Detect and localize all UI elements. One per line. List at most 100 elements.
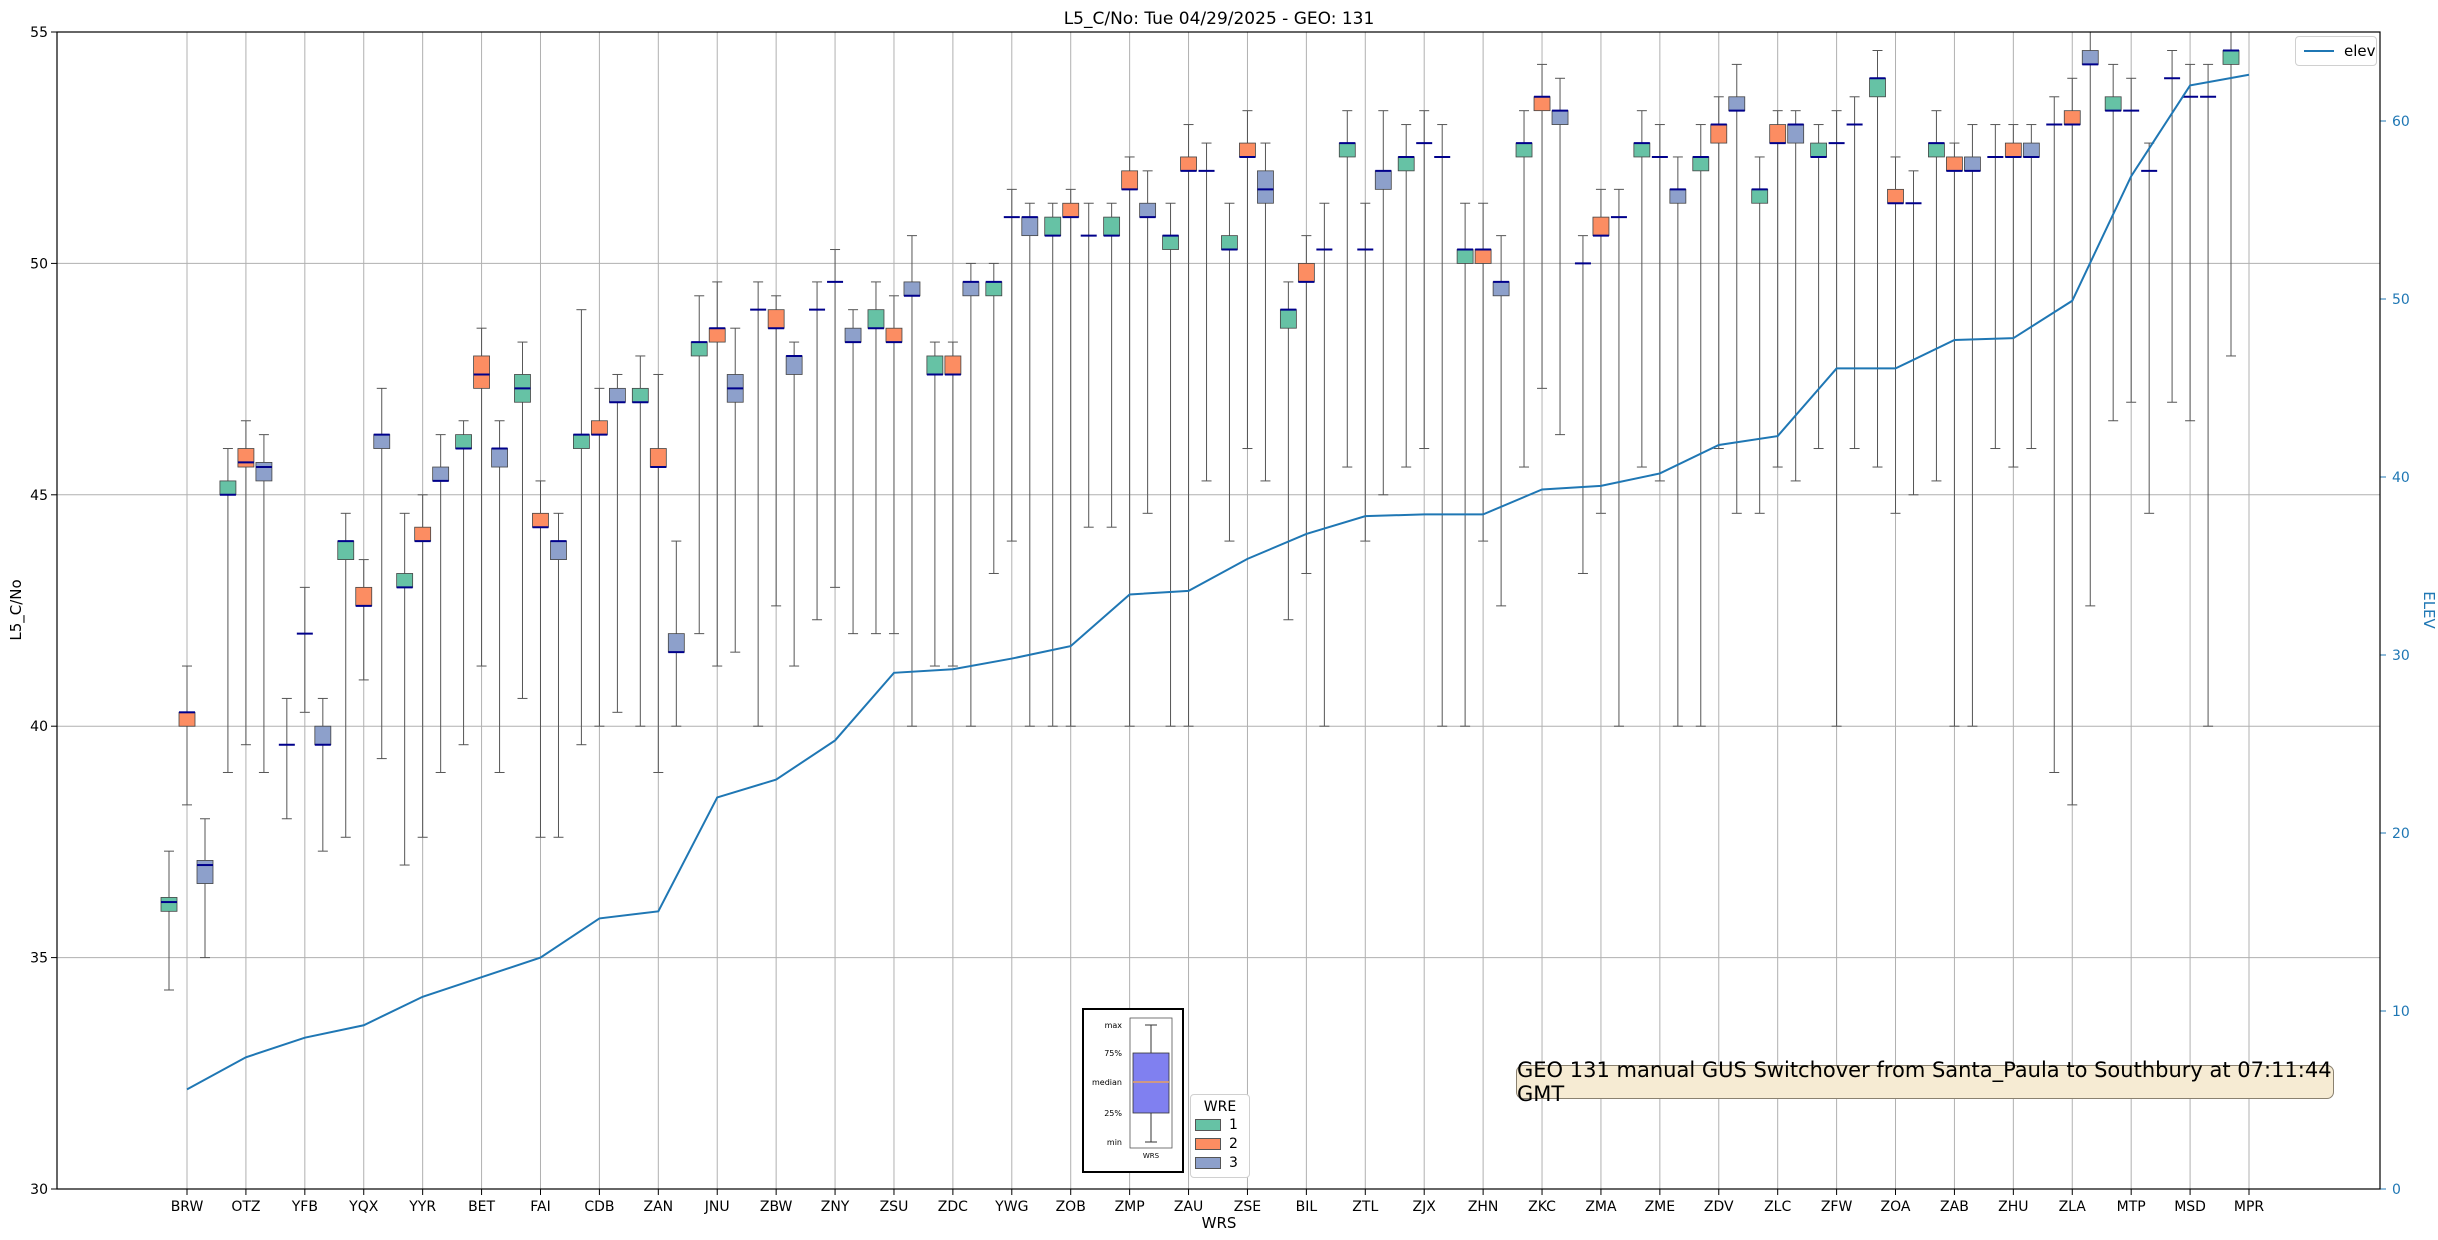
box-ZTL-wre1	[1338, 110, 1356, 468]
box-iqr	[1533, 96, 1551, 112]
x-tick-label: JNU	[704, 1199, 730, 1215]
box-iqr	[432, 466, 450, 482]
box-iqr	[1551, 110, 1569, 125]
box-ZAB-wre1	[1928, 110, 1945, 482]
box-iqr	[355, 586, 373, 607]
box-iqr	[1162, 235, 1179, 250]
box-ZDC-wre2	[944, 341, 962, 667]
box-iqr	[473, 355, 490, 389]
box-YFB-wre3	[314, 697, 332, 852]
box-iqr	[926, 355, 944, 375]
box-MTP-wre1	[2104, 63, 2122, 422]
box-ZAU-wre2	[1180, 124, 1197, 727]
box-ZFW-wre1	[1810, 124, 1827, 450]
box-iqr	[867, 309, 885, 329]
y2-tick-label: 0	[2392, 1182, 2401, 1198]
box-iqr	[1515, 142, 1533, 158]
box-iqr	[573, 434, 590, 449]
wre-3-label: 3	[1229, 1154, 1238, 1171]
x-tick-label: ZNY	[821, 1199, 850, 1215]
x-tick-label: BET	[468, 1199, 495, 1215]
box-BRW-wre3	[196, 818, 214, 959]
box-ZAU-wre3	[1198, 142, 1215, 482]
box-iqr	[2063, 110, 2081, 125]
x-tick-label: ZOA	[1881, 1199, 1911, 1215]
box-ZOB-wre1	[1044, 202, 1062, 727]
box-ZSE-wre2	[1239, 110, 1256, 450]
elev-legend-line	[2304, 50, 2334, 52]
x-axis-title: WRS	[1202, 1214, 1237, 1232]
wre-2-label: 2	[1229, 1135, 1238, 1152]
box-ZAN-wre2	[649, 373, 667, 773]
box-ZLA-wre3	[2081, 31, 2099, 607]
inset-label-max: max	[1105, 1021, 1123, 1030]
box-iqr	[1397, 156, 1415, 172]
y2-tick-label: 10	[2392, 1004, 2410, 1020]
box-YWG-wre1	[985, 262, 1003, 574]
box-ZDV-wre3	[1728, 63, 1746, 514]
box-BRW-wre2	[178, 665, 196, 806]
box-MTP-wre3	[2141, 142, 2158, 514]
box-iqr	[985, 281, 1003, 297]
y-tick-label: 45	[30, 488, 48, 504]
grid-lines	[51, 31, 2386, 1195]
x-tick-label: ZAU	[1174, 1199, 1203, 1215]
box-YWG-wre3	[1021, 202, 1039, 727]
x-tick-label: ZMA	[1585, 1199, 1617, 1215]
box-iqr	[237, 448, 255, 468]
box-ZSU-wre1	[867, 281, 885, 635]
box-OTZ-wre2	[237, 420, 255, 746]
box-iqr	[255, 462, 273, 482]
box-iqr	[1103, 216, 1121, 237]
box-MPR-wre1	[2222, 31, 2240, 357]
y-tick-label: 40	[30, 719, 48, 735]
inset-label-q1: 25%	[1104, 1109, 1122, 1118]
inset-xlabel: WRS	[1143, 1152, 1160, 1160]
box-iqr	[2004, 142, 2022, 158]
box-ZME-wre2	[1651, 124, 1668, 482]
x-tick-label: ZSE	[1234, 1199, 1261, 1215]
box-iqr	[1044, 216, 1062, 237]
y2-axis-title: ELEV	[2420, 591, 2438, 629]
box-ZOA-wre1	[1869, 50, 1886, 468]
box-FAI-wre3	[550, 512, 567, 838]
box-ZKC-wre1	[1515, 110, 1533, 468]
box-ZSU-wre2	[885, 295, 903, 635]
box-ZLC-wre3	[1787, 110, 1805, 482]
box-ZTL-wre2	[1357, 202, 1374, 542]
x-tick-label: ZDV	[1704, 1199, 1734, 1215]
wre-legend-item-3: 3	[1191, 1153, 1249, 1172]
box-ZNY-wre1	[809, 281, 826, 621]
x-tick-label: YYR	[408, 1199, 436, 1215]
wre-1-label: 1	[1229, 1116, 1238, 1133]
box-iqr	[532, 512, 549, 528]
elev-series	[186, 73, 2250, 1091]
x-tick-label: YQX	[348, 1199, 379, 1215]
inset-box	[1132, 1052, 1170, 1114]
box-iqr	[1239, 142, 1256, 158]
box-iqr	[1869, 77, 1886, 98]
box-iqr	[396, 573, 414, 588]
box-iqr	[1769, 124, 1787, 144]
box-iqr	[1374, 170, 1392, 190]
y-axis-title: L5_C/No	[7, 579, 26, 640]
box-iqr	[767, 309, 785, 329]
x-tick-label: ZMP	[1115, 1199, 1145, 1215]
box-ZFW-wre3	[1846, 96, 1863, 450]
box-iqr	[1928, 142, 1945, 158]
plot-frame	[56, 31, 2381, 1190]
chart-title: L5_C/No: Tue 04/29/2025 - GEO: 131	[1064, 9, 1375, 29]
box-iqr	[1180, 156, 1197, 172]
inset-boxplot-legend: max 75% median 25% min WRS	[1082, 1008, 1184, 1173]
box-ZDC-wre1	[926, 341, 944, 667]
box-iqr	[314, 725, 332, 746]
box-BIL-wre2	[1297, 235, 1315, 574]
x-tick-label: OTZ	[231, 1199, 260, 1215]
wre-3-swatch	[1195, 1156, 1221, 1169]
y-axis-labels: 30 35 40 45 50 55	[30, 25, 48, 1198]
y2-axis-labels: 0 10 20 30 40 50 60	[2392, 114, 2410, 1198]
series-line-elev	[186, 73, 2250, 1091]
x-tick-label: ZLA	[2059, 1199, 2087, 1215]
box-ZAU-wre1	[1162, 202, 1179, 727]
x-tick-label: YFB	[291, 1199, 318, 1215]
